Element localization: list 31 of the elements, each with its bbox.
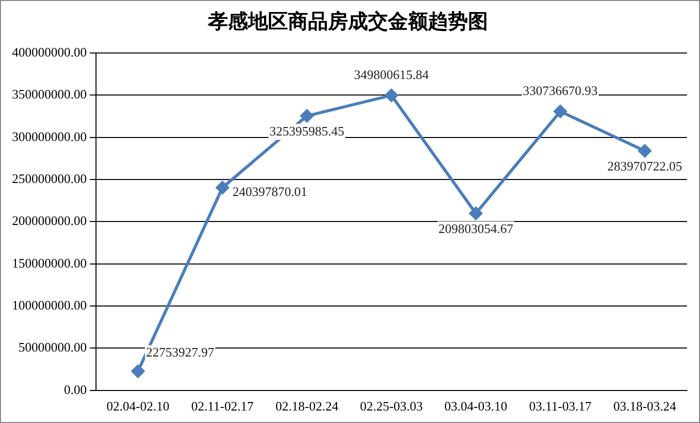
y-tick-label: 100000000.00 <box>12 297 87 312</box>
point <box>554 104 567 118</box>
point <box>216 181 229 194</box>
x-tick-label: 02.18-02.24 <box>275 398 339 414</box>
y-tick-label: 250000000.00 <box>12 170 87 186</box>
data-label: 283970722.05 <box>607 158 682 174</box>
x-tick-label: 03.11-03.17 <box>529 398 592 414</box>
data-label: 240397870.01 <box>232 184 308 200</box>
x-tick-label: 03.04-03.10 <box>444 398 508 414</box>
x-tick-label: 02.04-02.10 <box>106 398 170 414</box>
x-tick-label: 03.18-03.24 <box>613 398 677 414</box>
data-label: 22753927.97 <box>146 344 215 360</box>
point <box>384 88 398 102</box>
point <box>469 206 482 220</box>
y-tick-label: 50000000.00 <box>18 340 87 355</box>
point <box>131 364 144 378</box>
point <box>638 144 652 158</box>
y-tick-label: 300000000.00 <box>12 128 87 144</box>
y-tick-label: 200000000.00 <box>12 213 87 228</box>
y-tick-label: 150000000.00 <box>12 255 87 270</box>
x-tick-label: 02.25-03.03 <box>360 398 423 414</box>
data-label: 349800615.84 <box>354 66 430 82</box>
point <box>300 109 314 122</box>
x-tick-label: 02.11-02.17 <box>191 398 254 414</box>
chart-title: 孝感地区商品房成交金额趋势图 <box>207 9 488 34</box>
y-tick-label: 350000000.00 <box>12 86 87 102</box>
data-label: 209803054.67 <box>438 220 514 236</box>
y-tick-label: 0.00 <box>64 382 87 397</box>
data-label: 330736670.93 <box>522 82 598 98</box>
y-tick-label: 400000000.00 <box>12 44 87 60</box>
data-label: 325395985.45 <box>270 123 344 138</box>
